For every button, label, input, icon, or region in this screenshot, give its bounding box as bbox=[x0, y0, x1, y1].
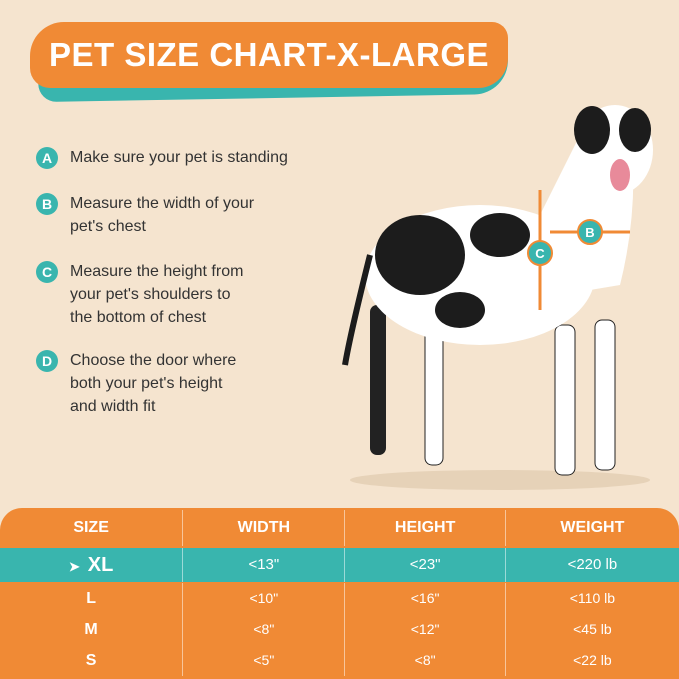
step: B Measure the width of your pet's chest bbox=[36, 192, 254, 238]
step-line: Make sure your pet is standing bbox=[70, 149, 288, 166]
table-cell: <8" bbox=[183, 614, 346, 645]
height-label: C bbox=[535, 246, 545, 261]
dog-illustration: C B bbox=[342, 105, 653, 490]
size-label: S bbox=[85, 652, 97, 669]
header-row: SIZE WIDTH HEIGHT WEIGHT bbox=[0, 510, 679, 546]
table-cell: M bbox=[0, 614, 184, 645]
step-line: and width fit bbox=[70, 398, 156, 415]
step-line: Measure the width of your bbox=[70, 195, 255, 212]
step: C Measure the height from your pet's shoul… bbox=[36, 260, 243, 329]
title: PET SIZE CHART-X-LARGE bbox=[48, 36, 490, 73]
step-badge: C bbox=[36, 261, 58, 283]
step-text: Measure the height from your pet's should… bbox=[70, 260, 243, 329]
table-cell: <22 lb bbox=[573, 652, 612, 668]
step-text: Choose the door where both your pet's hei… bbox=[70, 349, 236, 418]
table-cell: <16" bbox=[345, 583, 506, 614]
table-cell: <45 lb bbox=[573, 621, 612, 637]
table-cell: ➤ XL bbox=[0, 548, 184, 582]
step-line: Measure the height from bbox=[70, 263, 244, 280]
table-cell: <10" bbox=[183, 583, 346, 614]
selected-arrow: ➤ bbox=[68, 559, 80, 574]
step-line: both your pet's height bbox=[70, 375, 223, 392]
column-header: WEIGHT bbox=[560, 519, 625, 536]
table-row: L <10" <16" <110 lb bbox=[0, 583, 679, 614]
size-label: L bbox=[86, 590, 96, 607]
width-label: B bbox=[585, 225, 594, 240]
column-header: SIZE bbox=[0, 510, 184, 546]
step-line: your pet's shoulders to bbox=[70, 286, 231, 303]
step-text: Measure the width of your pet's chest bbox=[70, 192, 254, 238]
title-banner bbox=[30, 22, 508, 88]
table-cell: <5" bbox=[183, 645, 346, 676]
table-cell: S bbox=[0, 645, 184, 676]
step: D Choose the door where both your pet's he… bbox=[36, 349, 236, 418]
step-line: pet's chest bbox=[70, 218, 146, 235]
step-badge: B bbox=[36, 193, 58, 215]
step-badge: A bbox=[36, 147, 58, 169]
table-row: S <5" <8" <22 lb bbox=[0, 645, 679, 676]
table-cell: <220 lb bbox=[567, 556, 618, 573]
step-badge: D bbox=[36, 350, 58, 372]
table-cell: L bbox=[0, 583, 184, 614]
step: A Make sure your pet is standing bbox=[36, 146, 288, 169]
column-header: HEIGHT bbox=[345, 510, 506, 546]
step-line: the bottom of chest bbox=[70, 309, 207, 326]
step-text: Make sure your pet is standing bbox=[70, 146, 288, 169]
table-cell: <12" bbox=[345, 614, 506, 645]
table-cell: <23" bbox=[345, 548, 506, 582]
column-header: WIDTH bbox=[183, 510, 346, 546]
table-cell: <8" bbox=[345, 645, 506, 676]
table-cell: <13" bbox=[183, 548, 346, 582]
table-row: ➤ XL <13" <23" <220 lb bbox=[0, 548, 679, 582]
size-label: XL bbox=[87, 554, 114, 576]
table-cell: <110 lb bbox=[569, 590, 616, 606]
size-table bbox=[0, 508, 679, 679]
step-line: Choose the door where bbox=[70, 352, 237, 369]
table-row: M <8" <12" <45 lb bbox=[0, 614, 679, 645]
size-label: M bbox=[84, 621, 98, 638]
